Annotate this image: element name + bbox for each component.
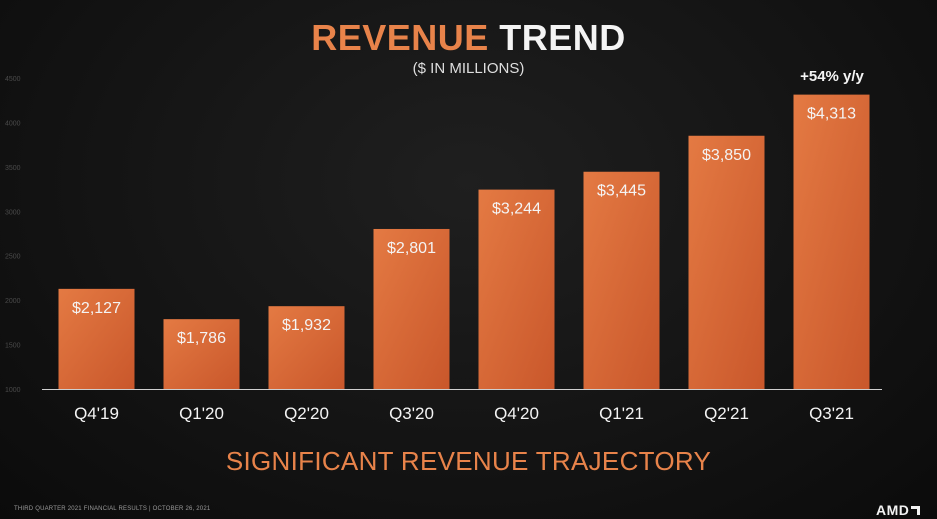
bar-value-label: $2,801 — [387, 240, 436, 257]
y-tick-label: 4500 — [5, 76, 21, 83]
footer-text: THIRD QUARTER 2021 FINANCIAL RESULTS | O… — [14, 506, 211, 512]
x-axis-ticks: Q4'19 Q1'20 Q2'20 Q3'20 Q4'20 Q1'21 Q2'21 Q3'21 — [74, 404, 854, 423]
x-tick-label: Q2'20 — [284, 404, 329, 423]
y-tick-label: 2000 — [5, 298, 21, 305]
x-tick-label: Q4'19 — [74, 404, 119, 423]
y-tick-label: 4000 — [5, 120, 21, 127]
logo-text: AMD — [876, 502, 910, 518]
x-tick-label: Q2'21 — [704, 404, 749, 423]
bar-Q2'20 — [268, 306, 345, 389]
x-tick-label: Q4'20 — [494, 404, 539, 423]
tagline: SIGNIFICANT REVENUE TRAJECTORY — [225, 446, 712, 476]
bar-value-label: $1,932 — [282, 317, 331, 334]
y-axis-ticks: 1000 1500 2000 2500 3000 3500 4000 4500 — [5, 76, 21, 394]
bar-Q3'20 — [373, 228, 450, 389]
bar-value-label: $1,786 — [177, 330, 226, 347]
bar-value-label: $3,445 — [597, 183, 646, 200]
x-tick-label: Q3'20 — [389, 404, 434, 423]
y-tick-label: 1500 — [5, 343, 21, 350]
y-tick-label: 3000 — [5, 209, 21, 216]
bar-value-label: $3,244 — [492, 201, 541, 218]
bar-Q1'20 — [163, 319, 240, 389]
x-tick-label: Q3'21 — [809, 404, 854, 423]
bar-Q1'21 — [583, 171, 660, 389]
chart-subtitle: ($ IN MILLIONS) — [412, 60, 525, 77]
title-word-trend: TREND — [499, 17, 626, 58]
logo-arrow-icon — [911, 506, 921, 515]
x-tick-label: Q1'21 — [599, 404, 644, 423]
bar-series: $2,127 $1,786 $1,932 $2,801 $3,244 $3,445 $3,8… — [58, 94, 870, 390]
y-tick-label: 1000 — [5, 387, 21, 394]
growth-annotation: +54% y/y — [800, 68, 864, 85]
bar-Q2'21 — [688, 135, 765, 389]
bar-Q4'20 — [478, 189, 555, 389]
x-tick-label: Q1'20 — [179, 404, 224, 423]
bar-value-label: $3,850 — [702, 147, 751, 164]
title-word-revenue: REVENUE — [311, 17, 489, 58]
chart-title: REVENUE TREND — [0, 16, 937, 60]
bar-value-label: $4,313 — [807, 106, 856, 123]
amd-logo: AMD — [876, 502, 921, 518]
bar-Q3'21 — [793, 94, 870, 390]
bar-Q4'19 — [58, 288, 135, 389]
bar-value-label: $2,127 — [72, 300, 121, 317]
y-tick-label: 3500 — [5, 165, 21, 172]
y-tick-label: 2500 — [5, 254, 21, 261]
